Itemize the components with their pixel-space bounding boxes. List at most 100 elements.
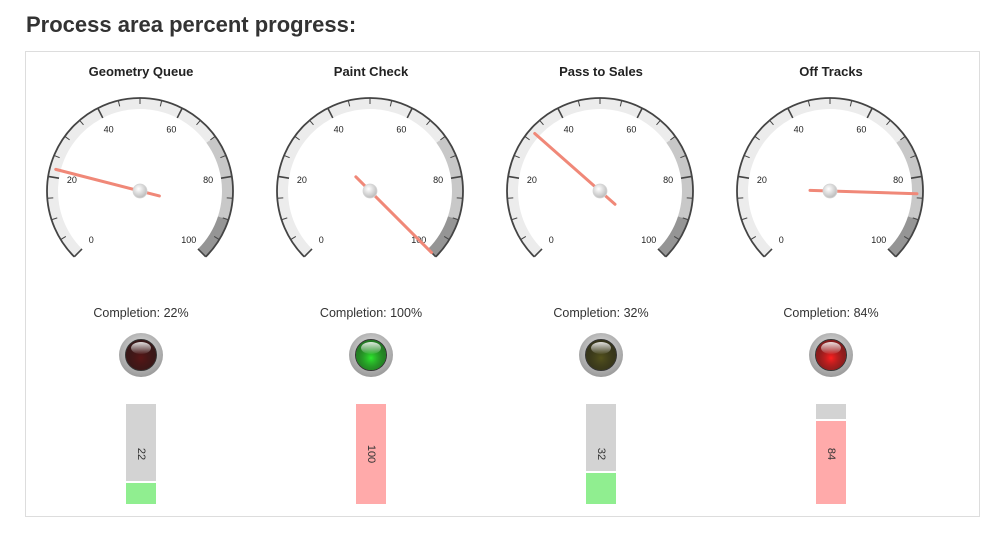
minor-tick bbox=[886, 119, 891, 126]
status-led-icon bbox=[349, 333, 393, 377]
tick-label: 20 bbox=[67, 175, 77, 185]
minor-tick bbox=[520, 236, 527, 241]
tick-label: 100 bbox=[181, 235, 196, 245]
major-tick bbox=[303, 248, 313, 258]
gauge-band-low bbox=[276, 97, 446, 257]
completion-label: Completion: 100% bbox=[319, 306, 423, 320]
major-tick bbox=[327, 107, 334, 119]
tick-label: 0 bbox=[549, 235, 554, 245]
gauge-band-high bbox=[657, 216, 689, 257]
progress-bar-fill bbox=[586, 472, 616, 504]
major-tick bbox=[763, 248, 773, 258]
completion-label: Completion: 32% bbox=[553, 306, 649, 320]
major-tick bbox=[48, 175, 60, 179]
gauge-title: Geometry Queue bbox=[88, 64, 194, 79]
tick-label: 0 bbox=[319, 235, 324, 245]
tick-label: 0 bbox=[89, 235, 94, 245]
status-led-icon bbox=[809, 333, 853, 377]
minor-tick bbox=[347, 100, 351, 107]
tick-label: 100 bbox=[641, 235, 656, 245]
progress-bar-fill bbox=[126, 482, 156, 504]
gauge-hub bbox=[822, 183, 838, 199]
major-tick bbox=[97, 107, 104, 119]
minor-tick bbox=[741, 217, 748, 221]
minor-tick bbox=[511, 217, 518, 221]
minor-tick bbox=[222, 217, 229, 221]
minor-tick bbox=[539, 119, 544, 126]
minor-tick bbox=[53, 154, 60, 159]
status-led-icon bbox=[579, 333, 623, 377]
tick-label: 80 bbox=[663, 175, 673, 185]
minor-tick bbox=[60, 236, 67, 241]
minor-tick bbox=[281, 217, 288, 221]
minor-tick bbox=[903, 236, 910, 241]
tick-label: 60 bbox=[626, 125, 636, 135]
minor-tick bbox=[577, 100, 581, 107]
gauge-card-geometry-queue: Geometry Queue 0 20 40 60 80 100 Completion: 22… bbox=[26, 52, 256, 518]
tick-label: 20 bbox=[757, 175, 767, 185]
minor-tick bbox=[682, 217, 689, 221]
major-tick bbox=[220, 175, 232, 179]
major-tick bbox=[176, 107, 183, 119]
progress-bar: 100 bbox=[356, 404, 386, 504]
tick-label: 80 bbox=[203, 175, 213, 185]
tick-label: 20 bbox=[527, 175, 537, 185]
gauge-band-low bbox=[737, 97, 906, 257]
major-tick bbox=[887, 248, 897, 258]
progress-bar-fill bbox=[816, 420, 846, 504]
gauge-band-high bbox=[887, 216, 919, 257]
minor-tick bbox=[283, 154, 290, 159]
progress-bar-value: 22 bbox=[135, 447, 147, 461]
tick-label: 0 bbox=[779, 235, 784, 245]
gauge-band-high bbox=[427, 216, 459, 257]
minor-tick bbox=[220, 154, 227, 159]
gauges-panel: Geometry Queue 0 20 40 60 80 100 Completion: 22… bbox=[25, 51, 980, 517]
major-tick bbox=[73, 248, 83, 258]
minor-tick bbox=[309, 119, 314, 126]
major-tick bbox=[406, 107, 413, 119]
minor-tick bbox=[443, 236, 450, 241]
minor-tick bbox=[450, 154, 457, 159]
progress-bar: 22 bbox=[126, 404, 156, 504]
major-tick bbox=[787, 107, 794, 119]
major-tick bbox=[866, 107, 873, 119]
tick-label: 40 bbox=[794, 125, 804, 135]
tick-label: 100 bbox=[871, 235, 886, 245]
gauge-hub bbox=[132, 183, 148, 199]
minor-tick bbox=[64, 135, 70, 141]
major-tick bbox=[738, 175, 750, 179]
gauge-card-off-tracks: Off Tracks 0 20 40 60 80 100 Completion: 84% 84 bbox=[716, 52, 946, 518]
tick-label: 60 bbox=[396, 125, 406, 135]
minor-tick bbox=[440, 135, 446, 141]
tick-label: 80 bbox=[893, 175, 903, 185]
major-tick bbox=[636, 107, 643, 119]
minor-tick bbox=[210, 135, 216, 141]
minor-tick bbox=[912, 217, 919, 221]
minor-tick bbox=[673, 236, 680, 241]
minor-tick bbox=[670, 135, 676, 141]
progress-bar: 84 bbox=[816, 404, 846, 504]
minor-tick bbox=[117, 100, 121, 107]
gauge-band-low bbox=[506, 97, 676, 257]
gauge-band-low bbox=[46, 97, 216, 257]
minor-tick bbox=[619, 100, 623, 107]
major-tick bbox=[450, 175, 462, 179]
major-tick bbox=[508, 175, 520, 179]
minor-tick bbox=[294, 135, 300, 141]
tick-label: 60 bbox=[856, 125, 866, 135]
tick-label: 40 bbox=[104, 125, 114, 135]
minor-tick bbox=[159, 100, 163, 107]
minor-tick bbox=[452, 217, 459, 221]
progress-bar-value: 32 bbox=[595, 447, 607, 461]
minor-tick bbox=[754, 135, 760, 141]
gauge-title: Off Tracks bbox=[799, 64, 863, 79]
major-tick bbox=[657, 248, 667, 258]
minor-tick bbox=[750, 236, 757, 241]
major-tick bbox=[680, 175, 692, 179]
minor-tick bbox=[79, 119, 84, 126]
progress-bar-value: 84 bbox=[825, 447, 837, 461]
minor-tick bbox=[900, 135, 906, 141]
